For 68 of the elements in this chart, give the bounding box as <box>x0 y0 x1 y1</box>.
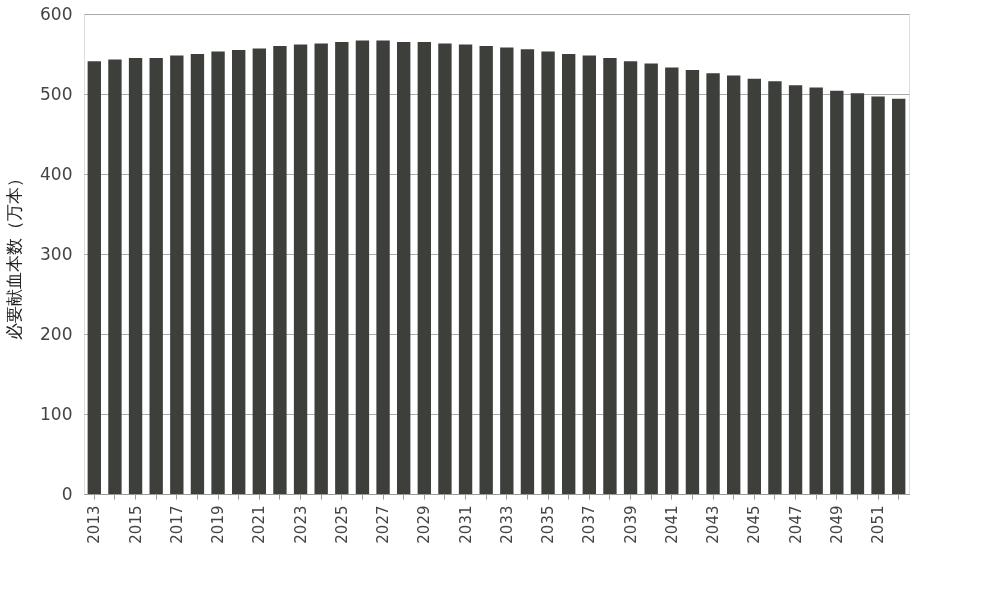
bar <box>747 78 761 494</box>
y-axis-title: 必要献血本数（万本） <box>4 169 25 340</box>
bar <box>830 90 844 494</box>
y-tick-label: 100 <box>40 403 73 424</box>
bar <box>417 42 431 494</box>
bar <box>541 51 555 494</box>
bar <box>582 55 596 494</box>
y-tick-label: 200 <box>40 323 73 344</box>
x-tick-label: 2035 <box>539 505 558 544</box>
x-tick-label: 2029 <box>415 505 434 544</box>
bar <box>685 70 700 494</box>
bar <box>706 73 720 494</box>
x-tick-label: 2049 <box>827 505 846 544</box>
bar <box>768 81 782 494</box>
bar <box>170 55 184 494</box>
bar <box>190 54 205 494</box>
x-tick-label: 2037 <box>580 505 599 544</box>
bar <box>273 46 287 494</box>
bar <box>479 46 493 494</box>
bar <box>871 96 885 494</box>
bar <box>397 42 411 494</box>
bar <box>232 50 246 494</box>
x-tick-label: 2039 <box>621 505 640 544</box>
y-tick-label: 400 <box>40 163 73 184</box>
x-tick-label: 2033 <box>497 505 516 544</box>
x-tick-label: 2041 <box>662 505 681 544</box>
x-tick-label: 2047 <box>786 505 805 544</box>
bar <box>520 49 535 494</box>
x-tick-label: 2027 <box>374 505 393 544</box>
bar <box>623 61 638 494</box>
bar <box>809 87 823 494</box>
bar <box>892 98 906 494</box>
x-tick-label: 2045 <box>745 505 764 544</box>
bar <box>128 58 143 494</box>
x-tick-label: 2051 <box>869 505 888 544</box>
x-tick-label: 2017 <box>167 505 186 544</box>
bar <box>87 61 101 494</box>
bar <box>788 85 803 494</box>
bar <box>438 43 452 494</box>
x-tick-label: 2013 <box>85 505 104 544</box>
bar <box>850 93 865 494</box>
bar <box>314 43 328 494</box>
bar <box>603 58 617 494</box>
bar <box>108 59 122 494</box>
bar <box>335 42 349 494</box>
x-tick-label: 2015 <box>126 505 145 544</box>
bar <box>500 47 514 494</box>
bar <box>355 40 370 494</box>
y-tick-label: 600 <box>40 3 73 24</box>
bar <box>644 63 658 494</box>
bar <box>562 54 576 494</box>
bar <box>458 44 473 494</box>
bar <box>665 67 679 494</box>
bar <box>149 58 163 494</box>
x-tick-label: 2043 <box>704 505 723 544</box>
bar <box>727 75 741 494</box>
x-tick-label: 2031 <box>456 505 475 544</box>
bar <box>211 51 225 494</box>
bar <box>376 40 390 494</box>
bar <box>293 44 308 494</box>
x-tick-label: 2023 <box>291 505 310 544</box>
y-tick-label: 500 <box>40 83 73 104</box>
x-tick-label: 2025 <box>332 505 351 544</box>
y-tick-label: 0 <box>61 483 73 504</box>
y-tick-label: 300 <box>40 243 73 264</box>
x-tick-label: 2021 <box>250 505 269 544</box>
bar <box>252 48 266 494</box>
x-tick-label: 2019 <box>209 505 228 544</box>
